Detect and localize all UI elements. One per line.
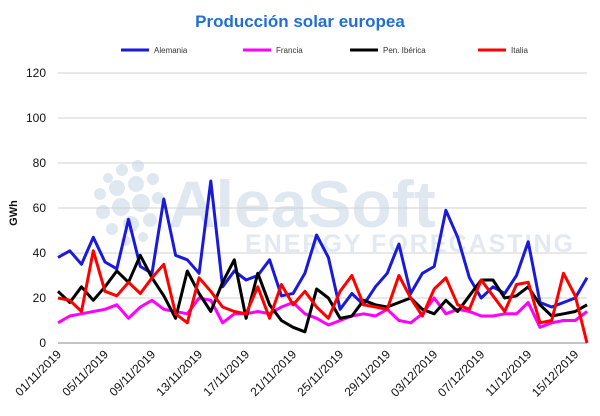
x-tick-label: 01/11/2019	[12, 347, 64, 399]
chart-legend: Alemania Francia Pen. Ibérica Italia	[121, 46, 528, 55]
legend-label: Italia	[511, 46, 528, 55]
y-tick-label: 0	[39, 336, 46, 350]
x-tick-label: 15/12/2019	[529, 347, 582, 400]
x-tick-label: 21/11/2019	[247, 347, 299, 399]
y-tick-label: 20	[33, 291, 47, 305]
legend-label: Pen. Ibérica	[383, 46, 426, 55]
x-tick-label: 09/11/2019	[106, 347, 158, 399]
legend-label: Francia	[276, 46, 303, 55]
watermark-logo-dots	[94, 160, 164, 246]
y-tick-label: 40	[33, 246, 47, 260]
y-tick-label: 80	[33, 156, 47, 170]
x-tick-label: 13/11/2019	[153, 347, 205, 399]
x-tick-label: 17/11/2019	[200, 347, 252, 399]
x-axis-tick-labels: 01/11/201905/11/201909/11/201913/11/2019…	[12, 347, 581, 400]
y-axis-tick-labels: 0 20 40 60 80 100 120	[26, 66, 46, 350]
x-tick-label: 05/11/2019	[59, 347, 111, 399]
x-tick-label: 07/12/2019	[435, 347, 488, 400]
x-tick-label: 29/11/2019	[342, 347, 394, 399]
x-tick-label: 11/12/2019	[483, 347, 535, 399]
x-tick-label: 03/12/2019	[388, 347, 441, 400]
chart-title: Producción solar europea	[195, 12, 405, 31]
y-tick-label: 100	[26, 111, 46, 125]
legend-label: Alemania	[154, 46, 188, 55]
series-line-2	[57, 296, 588, 329]
series-lines	[56, 179, 589, 344]
y-gridlines	[58, 72, 587, 299]
y-axis-label: GWh	[8, 200, 20, 226]
series-line-3	[56, 253, 588, 334]
y-tick-label: 60	[33, 201, 47, 215]
x-tick-label: 25/11/2019	[295, 347, 347, 399]
series-line-4	[57, 249, 589, 344]
y-tick-label: 120	[26, 66, 46, 80]
